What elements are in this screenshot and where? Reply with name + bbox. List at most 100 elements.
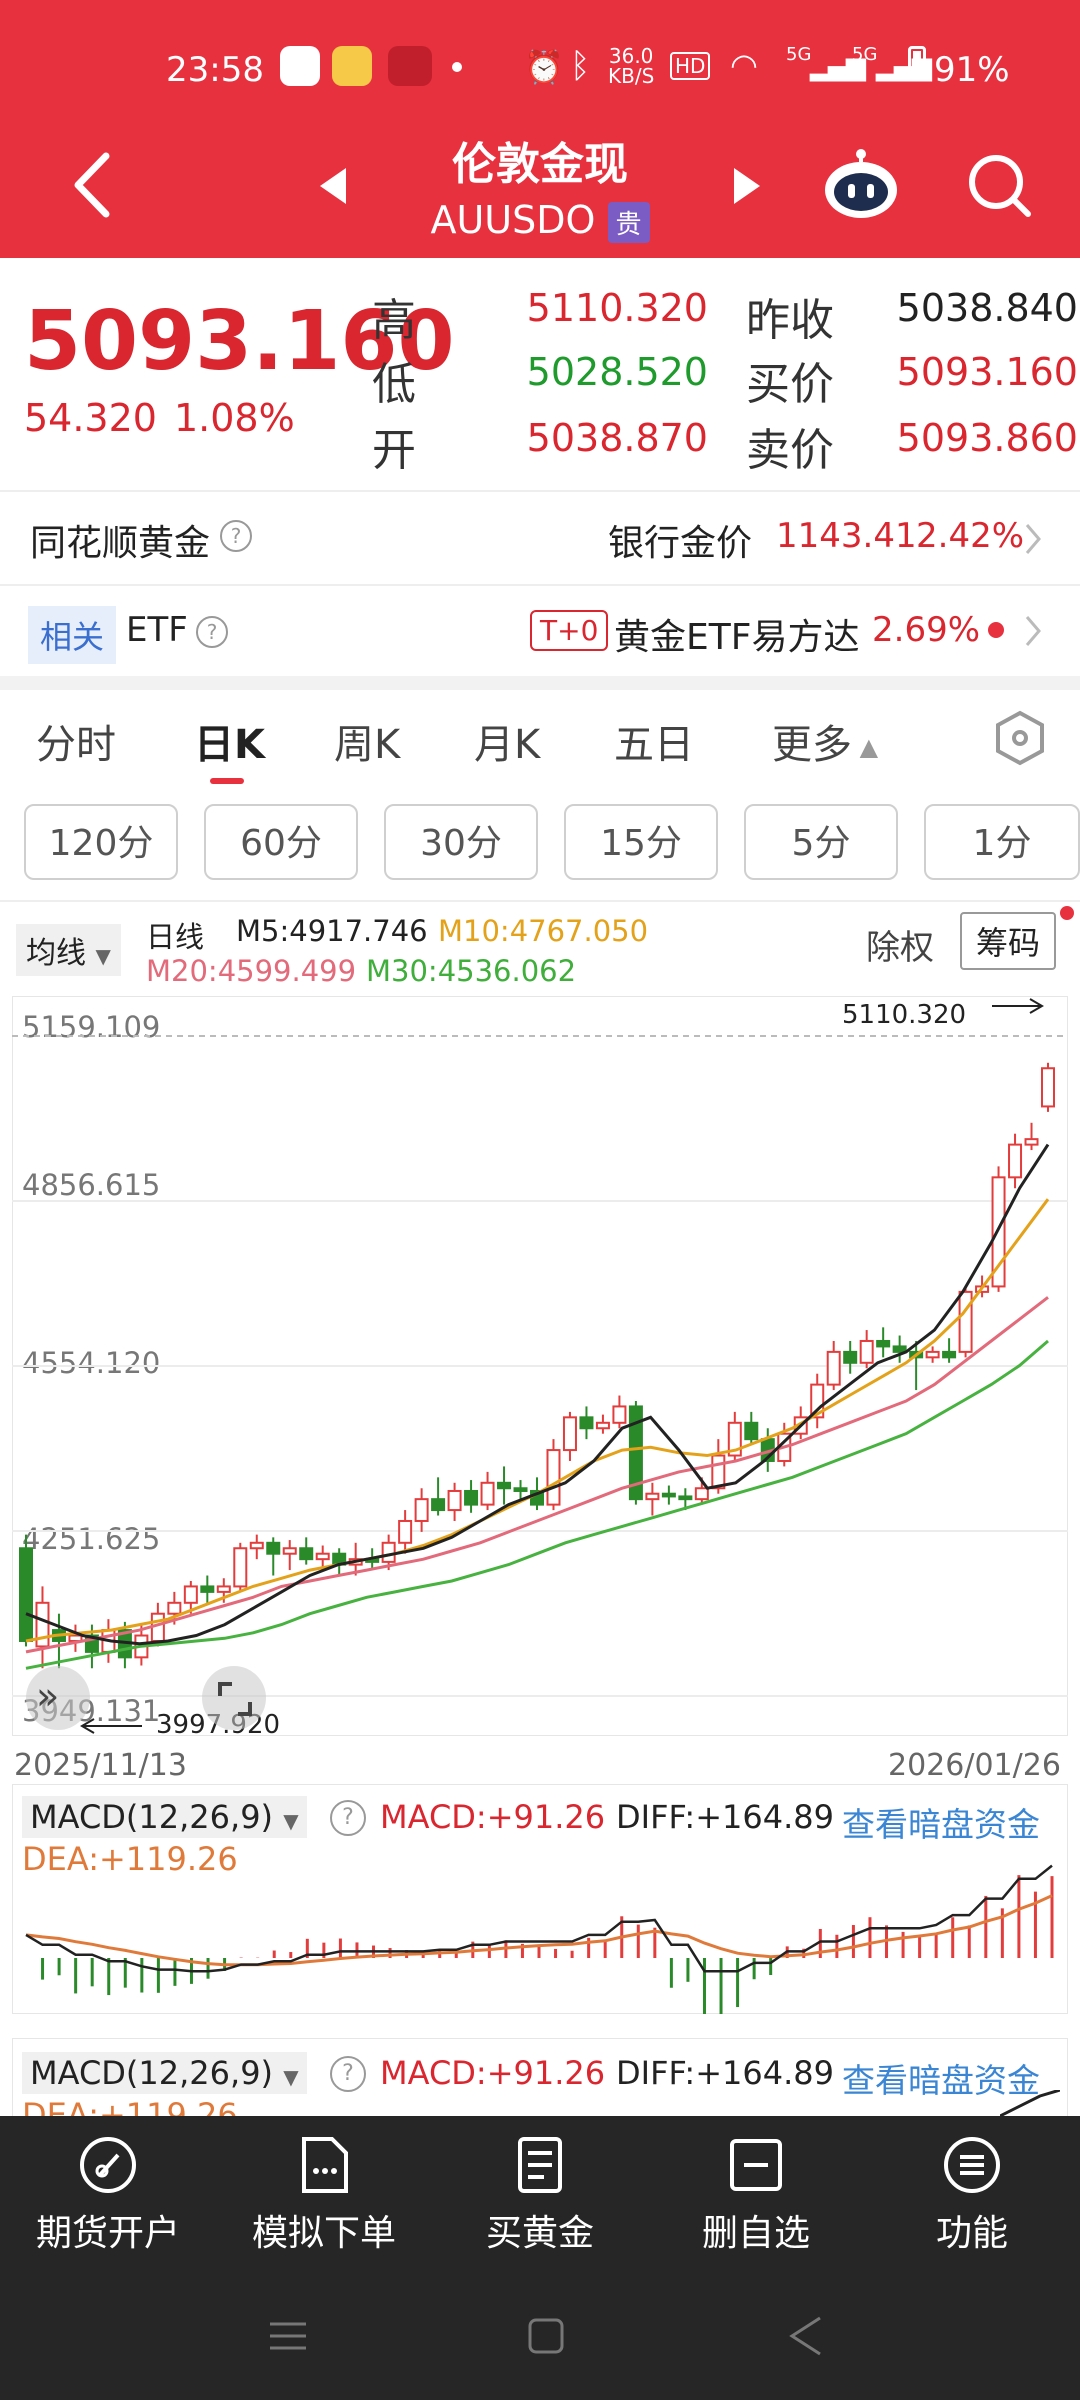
kline-chart <box>12 998 1068 1734</box>
status-bar: 23:58 ⏰ ᛒ 36.0 KB/S HD ◠ 5G ▂▄▆ 5G ▂▄▆ 91… <box>0 40 1080 104</box>
signal-2-label: 5G <box>852 44 878 65</box>
nav-label: 删自选 <box>701 2213 810 2254</box>
chips-button[interactable]: 筹码 <box>960 912 1057 970</box>
high-label: 高 <box>372 295 416 346</box>
gold-price-row[interactable]: 同花顺黄金 ? 银行金价 1143.41 2.42% <box>0 492 1080 584</box>
period-1m[interactable]: 1分 <box>924 804 1080 880</box>
candle-body <box>595 1421 610 1430</box>
etf-row[interactable]: 相关 ETF ? T+0 黄金ETF易方达 2.69% <box>0 586 1080 676</box>
signal-1-icon: ▂▄▆ <box>810 52 866 82</box>
candle-body <box>431 1498 446 1512</box>
robot-assistant-icon[interactable] <box>822 148 900 220</box>
ma20-value: M20:4599.499 <box>146 954 357 988</box>
open-label: 开 <box>372 425 416 476</box>
help-icon[interactable]: ? <box>330 1800 366 1836</box>
account-open-icon <box>80 2137 136 2193</box>
x-start-date: 2025/11/13 <box>14 1748 187 1783</box>
tab-daily-k[interactable]: 日K <box>194 722 265 768</box>
fullscreen-button[interactable] <box>202 1666 266 1730</box>
period-120m[interactable]: 120分 <box>24 804 178 880</box>
expand-left-button[interactable]: » <box>26 1666 90 1730</box>
period-60m[interactable]: 60分 <box>204 804 358 880</box>
menu-circle-icon <box>944 2137 1000 2193</box>
candle-body <box>892 1345 907 1353</box>
candle-body <box>249 1541 264 1550</box>
y-tick-label: 5159.109 <box>22 1010 161 1044</box>
candle-body <box>859 1339 874 1364</box>
candle-body <box>694 1487 709 1501</box>
help-icon[interactable]: ? <box>196 616 228 648</box>
triangle-up-icon: ▲ <box>852 733 879 761</box>
macd-selector[interactable]: MACD(12,26,9) ▼ <box>22 2052 307 2094</box>
candle-body <box>810 1383 825 1419</box>
nav-futures-account[interactable]: 期货开户 <box>0 2135 216 2256</box>
candle-body <box>744 1421 759 1441</box>
candle-body <box>282 1547 297 1555</box>
candle-body <box>315 1552 330 1561</box>
nav-label: 期货开户 <box>35 2213 180 2254</box>
help-icon[interactable]: ? <box>330 2056 366 2092</box>
candle-body <box>1024 1138 1039 1146</box>
prev-close-label: 昨收 <box>746 295 834 346</box>
hd-icon: HD <box>670 52 711 80</box>
nav-simulated-order[interactable]: 模拟下单 <box>216 2135 432 2256</box>
tab-weekly-k[interactable]: 周K <box>334 722 401 768</box>
wifi-icon: ◠ <box>730 46 758 84</box>
next-instrument-icon[interactable] <box>732 166 762 206</box>
min-arrow-icon <box>80 1718 142 1734</box>
signal-1-label: 5G <box>786 44 812 65</box>
help-icon[interactable]: ? <box>220 520 252 552</box>
tab-five-day[interactable]: 五日 <box>614 722 694 768</box>
remove-watchlist-icon <box>730 2139 782 2191</box>
candle-body <box>200 1585 215 1593</box>
dark-pool-link[interactable]: 查看暗盘资金 <box>842 1805 1040 1844</box>
nav-functions[interactable]: 功能 <box>864 2135 1080 2256</box>
dropdown-icon: ▼ <box>95 944 111 968</box>
macd-panel[interactable] <box>12 1784 1068 2014</box>
home-icon[interactable] <box>526 2316 566 2356</box>
macd-header-2: MACD(12,26,9) ▼ ? MACD:+91.26 DIFF:+164.… <box>0 2040 1080 2116</box>
bank-gold-pct: 2.42% <box>916 516 1025 556</box>
tab-intraday[interactable]: 分时 <box>36 722 116 768</box>
nav-remove-watchlist[interactable]: 删自选 <box>648 2135 864 2256</box>
max-price-label: 5110.320 <box>842 1000 967 1030</box>
candle-body <box>645 1492 660 1501</box>
candle-body <box>925 1350 940 1359</box>
low-value: 5028.520 <box>526 350 708 394</box>
macd-selector[interactable]: MACD(12,26,9) ▼ <box>22 1796 307 1838</box>
candle-body <box>727 1421 742 1457</box>
app-notification-icon <box>280 46 320 86</box>
tab-more[interactable]: 更多 ▲ <box>772 722 879 768</box>
ma30-value: M30:4536.062 <box>366 954 577 988</box>
status-time: 23:58 <box>166 50 264 90</box>
candle-body <box>447 1489 462 1512</box>
period-15m[interactable]: 15分 <box>564 804 718 880</box>
settings-hexagon-icon[interactable] <box>994 710 1046 766</box>
candle-body <box>414 1498 429 1522</box>
ma5-value: M5:4917.746 <box>236 914 428 948</box>
last-price: 5093.160 <box>24 294 455 389</box>
instrument-code: AUUSDO <box>430 198 596 242</box>
period-5m[interactable]: 5分 <box>744 804 898 880</box>
ex-right-toggle[interactable]: 除权 <box>866 928 934 968</box>
tab-monthly-k[interactable]: 月K <box>474 722 541 768</box>
macd-value: MACD:+91.26 <box>380 2054 606 2092</box>
search-icon[interactable] <box>966 152 1032 218</box>
period-30m[interactable]: 30分 <box>384 804 538 880</box>
back-nav-icon[interactable] <box>786 2314 826 2358</box>
ask-label: 卖价 <box>746 425 834 476</box>
divider <box>0 490 1080 492</box>
recent-apps-icon[interactable] <box>268 2316 308 2356</box>
battery-level: 91% <box>934 50 1010 90</box>
prev-instrument-icon[interactable] <box>318 166 348 206</box>
bid-value: 5093.160 <box>896 350 1078 394</box>
nav-buy-gold[interactable]: 买黄金 <box>432 2135 648 2256</box>
dark-pool-link[interactable]: 查看暗盘资金 <box>842 2061 1040 2100</box>
candle-body <box>381 1541 396 1563</box>
candle-body <box>497 1481 512 1490</box>
back-icon[interactable] <box>72 152 112 218</box>
candle-body <box>711 1454 726 1490</box>
macd-panel-2[interactable] <box>12 2038 1068 2118</box>
bank-gold-label: 银行金价 <box>608 523 753 564</box>
ma-selector[interactable]: 均线 ▼ <box>16 924 121 976</box>
